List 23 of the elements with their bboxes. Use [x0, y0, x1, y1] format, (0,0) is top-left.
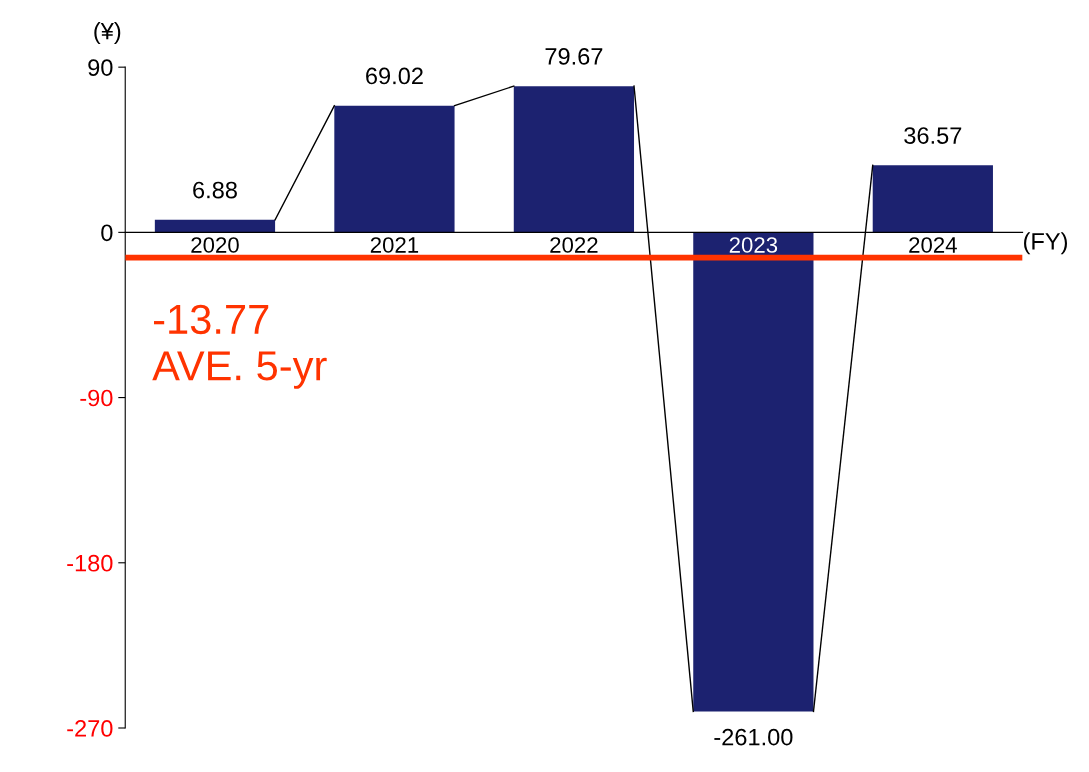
data-label: 79.67 — [545, 48, 603, 65]
y-tick-label: -270 — [67, 720, 113, 737]
data-label: 36.57 — [904, 127, 962, 144]
y-tick-label: -90 — [80, 389, 113, 407]
x-tick-label: 2021 — [370, 237, 419, 253]
x-tick-label: 2020 — [191, 237, 239, 253]
data-label: 6.88 — [193, 181, 237, 199]
bar — [513, 86, 635, 233]
y-axis-title: (¥) — [94, 22, 121, 45]
x-tick-label: 2022 — [550, 237, 598, 253]
y-tick-label: 90 — [88, 59, 113, 76]
bar — [154, 219, 276, 233]
bar — [872, 165, 993, 233]
x-axis-title: (FY) — [1024, 232, 1067, 255]
data-label: 69.02 — [366, 67, 423, 85]
x-tick-label: 2024 — [909, 237, 957, 253]
data-label: -261.00 — [714, 728, 793, 746]
y-tick-label: 0 — [101, 224, 113, 242]
y-tick-label: -180 — [67, 554, 113, 572]
x-tick-label: 2023 — [729, 237, 778, 253]
ref-line-label: -13.77 AVE. 5-yr — [152, 304, 327, 389]
bar — [693, 232, 814, 712]
bar — [334, 105, 455, 233]
